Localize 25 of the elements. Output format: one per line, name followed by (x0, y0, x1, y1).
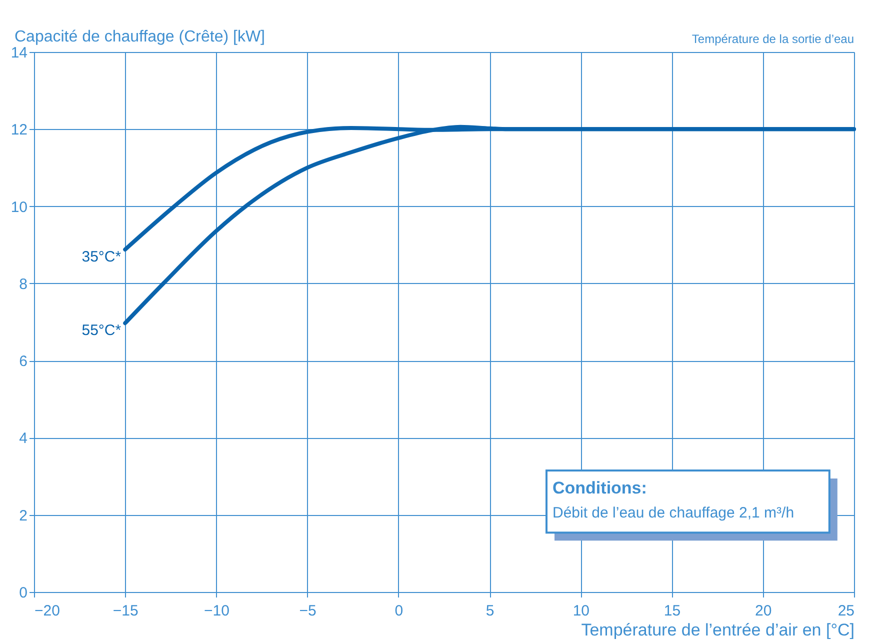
y-tick-label: 2 (19, 507, 28, 524)
x-axis-title: Température de l’entrée d’air en [°C] (581, 620, 854, 640)
text: Température de la sortie d’eau (692, 32, 854, 46)
x-tick-label: −5 (299, 602, 316, 620)
y-tick-label: 14 (10, 44, 28, 62)
y-axis-title: Capacité de chauffage (Crête) [kW] (14, 28, 265, 46)
x-tick-label: 15 (664, 602, 681, 620)
y-tick-label: 12 (10, 122, 28, 139)
series-label: 35°C* (82, 248, 122, 266)
y-tick-label: 10 (10, 198, 28, 216)
annotation: Conditions: (552, 478, 647, 498)
y-tick-label: 0 (19, 584, 28, 602)
y-tick-label: 4 (19, 430, 28, 448)
y-tick-label: 6 (19, 353, 28, 370)
x-tick-label: 0 (394, 602, 404, 620)
x-tick-label: −10 (204, 602, 230, 620)
y-tick-label: 8 (19, 276, 28, 293)
series-label: 55°C* (82, 322, 122, 340)
annotation: Débit de l’eau de chauffage 2,1 m³/h (552, 504, 794, 522)
x-tick-label: −20 (34, 602, 60, 620)
x-tick-label: 5 (486, 602, 494, 620)
x-tick-label: −15 (112, 602, 138, 620)
x-tick-label: 20 (755, 602, 772, 620)
x-tick-label: 25 (838, 602, 854, 620)
x-tick-label: 10 (572, 602, 590, 620)
